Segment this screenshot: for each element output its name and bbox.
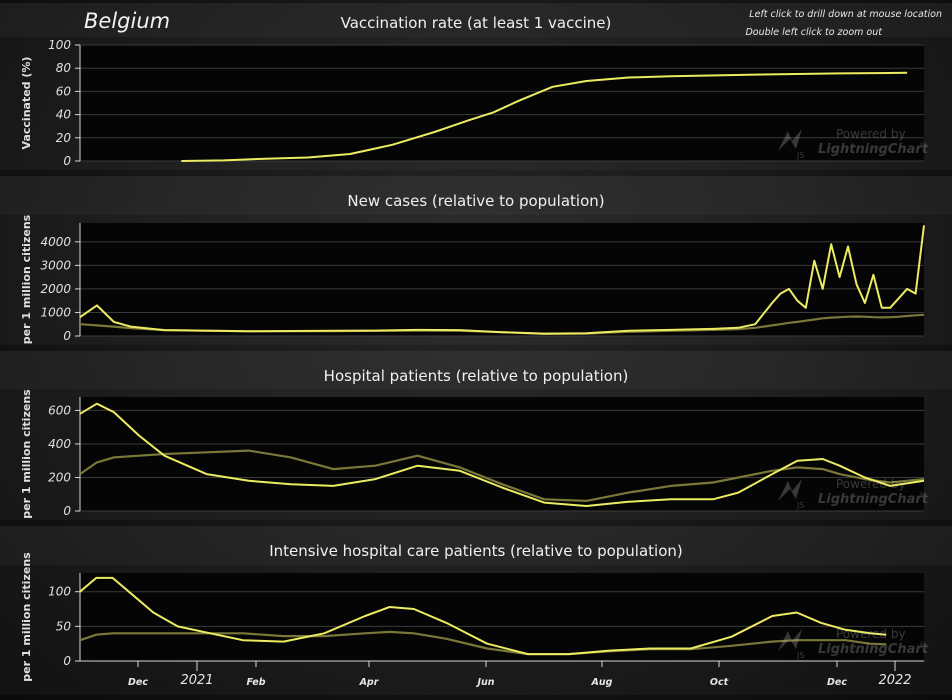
y-tick-label: 100 [48, 585, 71, 599]
watermark-logo-icon [778, 479, 802, 501]
y-axis-label: per 1 million citizens [20, 214, 33, 344]
y-tick-label: 600 [48, 403, 71, 417]
y-tick-label: 2000 [40, 282, 71, 296]
chart-panel-1: Vaccination rate (at least 1 vaccine) 0 20… [20, 14, 929, 168]
chart-title: Intensive hospital care patients (relati… [269, 542, 683, 560]
series-line-primary [181, 71, 908, 162]
x-tick-label: Aug [591, 677, 613, 688]
plot-area [80, 573, 924, 661]
watermark-brand: LightningChart [818, 142, 929, 157]
chart-panel-4: Intensive hospital care patients (relati… [20, 542, 929, 682]
y-tick-label: 50 [56, 619, 72, 633]
y-tick-label: 0 [63, 504, 71, 518]
series-line-smoothed [79, 630, 887, 656]
x-tick-label: 2022 [878, 673, 911, 688]
chart-panel-3: Hospital patients (relative to populatio… [20, 367, 929, 519]
y-tick-label: 400 [48, 437, 71, 451]
y-tick-label: 4000 [40, 235, 71, 249]
x-tick-label: Dec [128, 677, 148, 688]
y-tick-label: 3000 [40, 258, 71, 272]
plot-area [80, 397, 924, 511]
watermark-brand: LightningChart [818, 642, 929, 657]
series-line-primary [79, 225, 925, 335]
watermark-registered: ® [919, 141, 926, 149]
y-tick-label: 80 [56, 61, 72, 75]
watermark-js: JS [796, 151, 804, 160]
watermark-powered: Powered by [836, 127, 906, 141]
chart-title: Hospital patients (relative to populatio… [324, 367, 629, 385]
y-tick-label: 60 [56, 84, 72, 98]
y-tick-label: 20 [56, 131, 72, 145]
x-tick-label: Jun [475, 677, 494, 688]
y-axis-label: Vaccinated (%) [20, 57, 33, 150]
watermark-registered: ® [919, 491, 926, 499]
y-tick-label: 200 [48, 470, 71, 484]
series-line-primary [79, 576, 887, 656]
x-tick-label: Oct [710, 677, 729, 688]
watermark-powered: Powered by [836, 627, 906, 641]
x-tick-label: Feb [247, 677, 266, 688]
y-axis-label: per 1 million citizens [20, 552, 33, 682]
y-tick-label: 0 [63, 654, 71, 668]
y-tick-label: 1000 [40, 305, 71, 319]
watermark-logo-icon [778, 629, 802, 651]
y-tick-label: 0 [63, 329, 71, 343]
x-tick-label: 2021 [180, 673, 213, 688]
watermark-js: JS [796, 501, 804, 510]
plot-area [80, 45, 924, 161]
watermark-js: JS [796, 651, 804, 660]
watermark-brand: LightningChart [818, 492, 929, 507]
x-axis: Dec 2021 Feb Apr Jun Aug Oct Dec 2022 [80, 660, 924, 688]
plot-area [80, 223, 924, 336]
y-tick-label: 0 [63, 154, 71, 168]
watermark-powered: Powered by [836, 477, 906, 491]
y-tick-label: 40 [56, 108, 72, 122]
series-line-primary [79, 402, 925, 507]
x-tick-label: Dec [827, 677, 847, 688]
hint-zoom-out: Double left click to zoom out [745, 27, 882, 38]
series-line-smoothed [79, 449, 925, 502]
hint-drill-down: Left click to drill down at mouse locati… [749, 9, 942, 20]
watermark-registered: ® [919, 641, 926, 649]
chart-panel-2: New cases (relative to population) 0 1000 2… [20, 192, 925, 344]
chart-title: New cases (relative to population) [347, 192, 604, 210]
x-tick-label: Apr [359, 677, 380, 688]
y-tick-label: 100 [48, 38, 71, 52]
chart-title: Vaccination rate (at least 1 vaccine) [341, 14, 612, 32]
watermark-logo-icon [778, 129, 802, 151]
country-title: Belgium [84, 9, 170, 33]
y-axis-label: per 1 million citizens [20, 389, 33, 519]
